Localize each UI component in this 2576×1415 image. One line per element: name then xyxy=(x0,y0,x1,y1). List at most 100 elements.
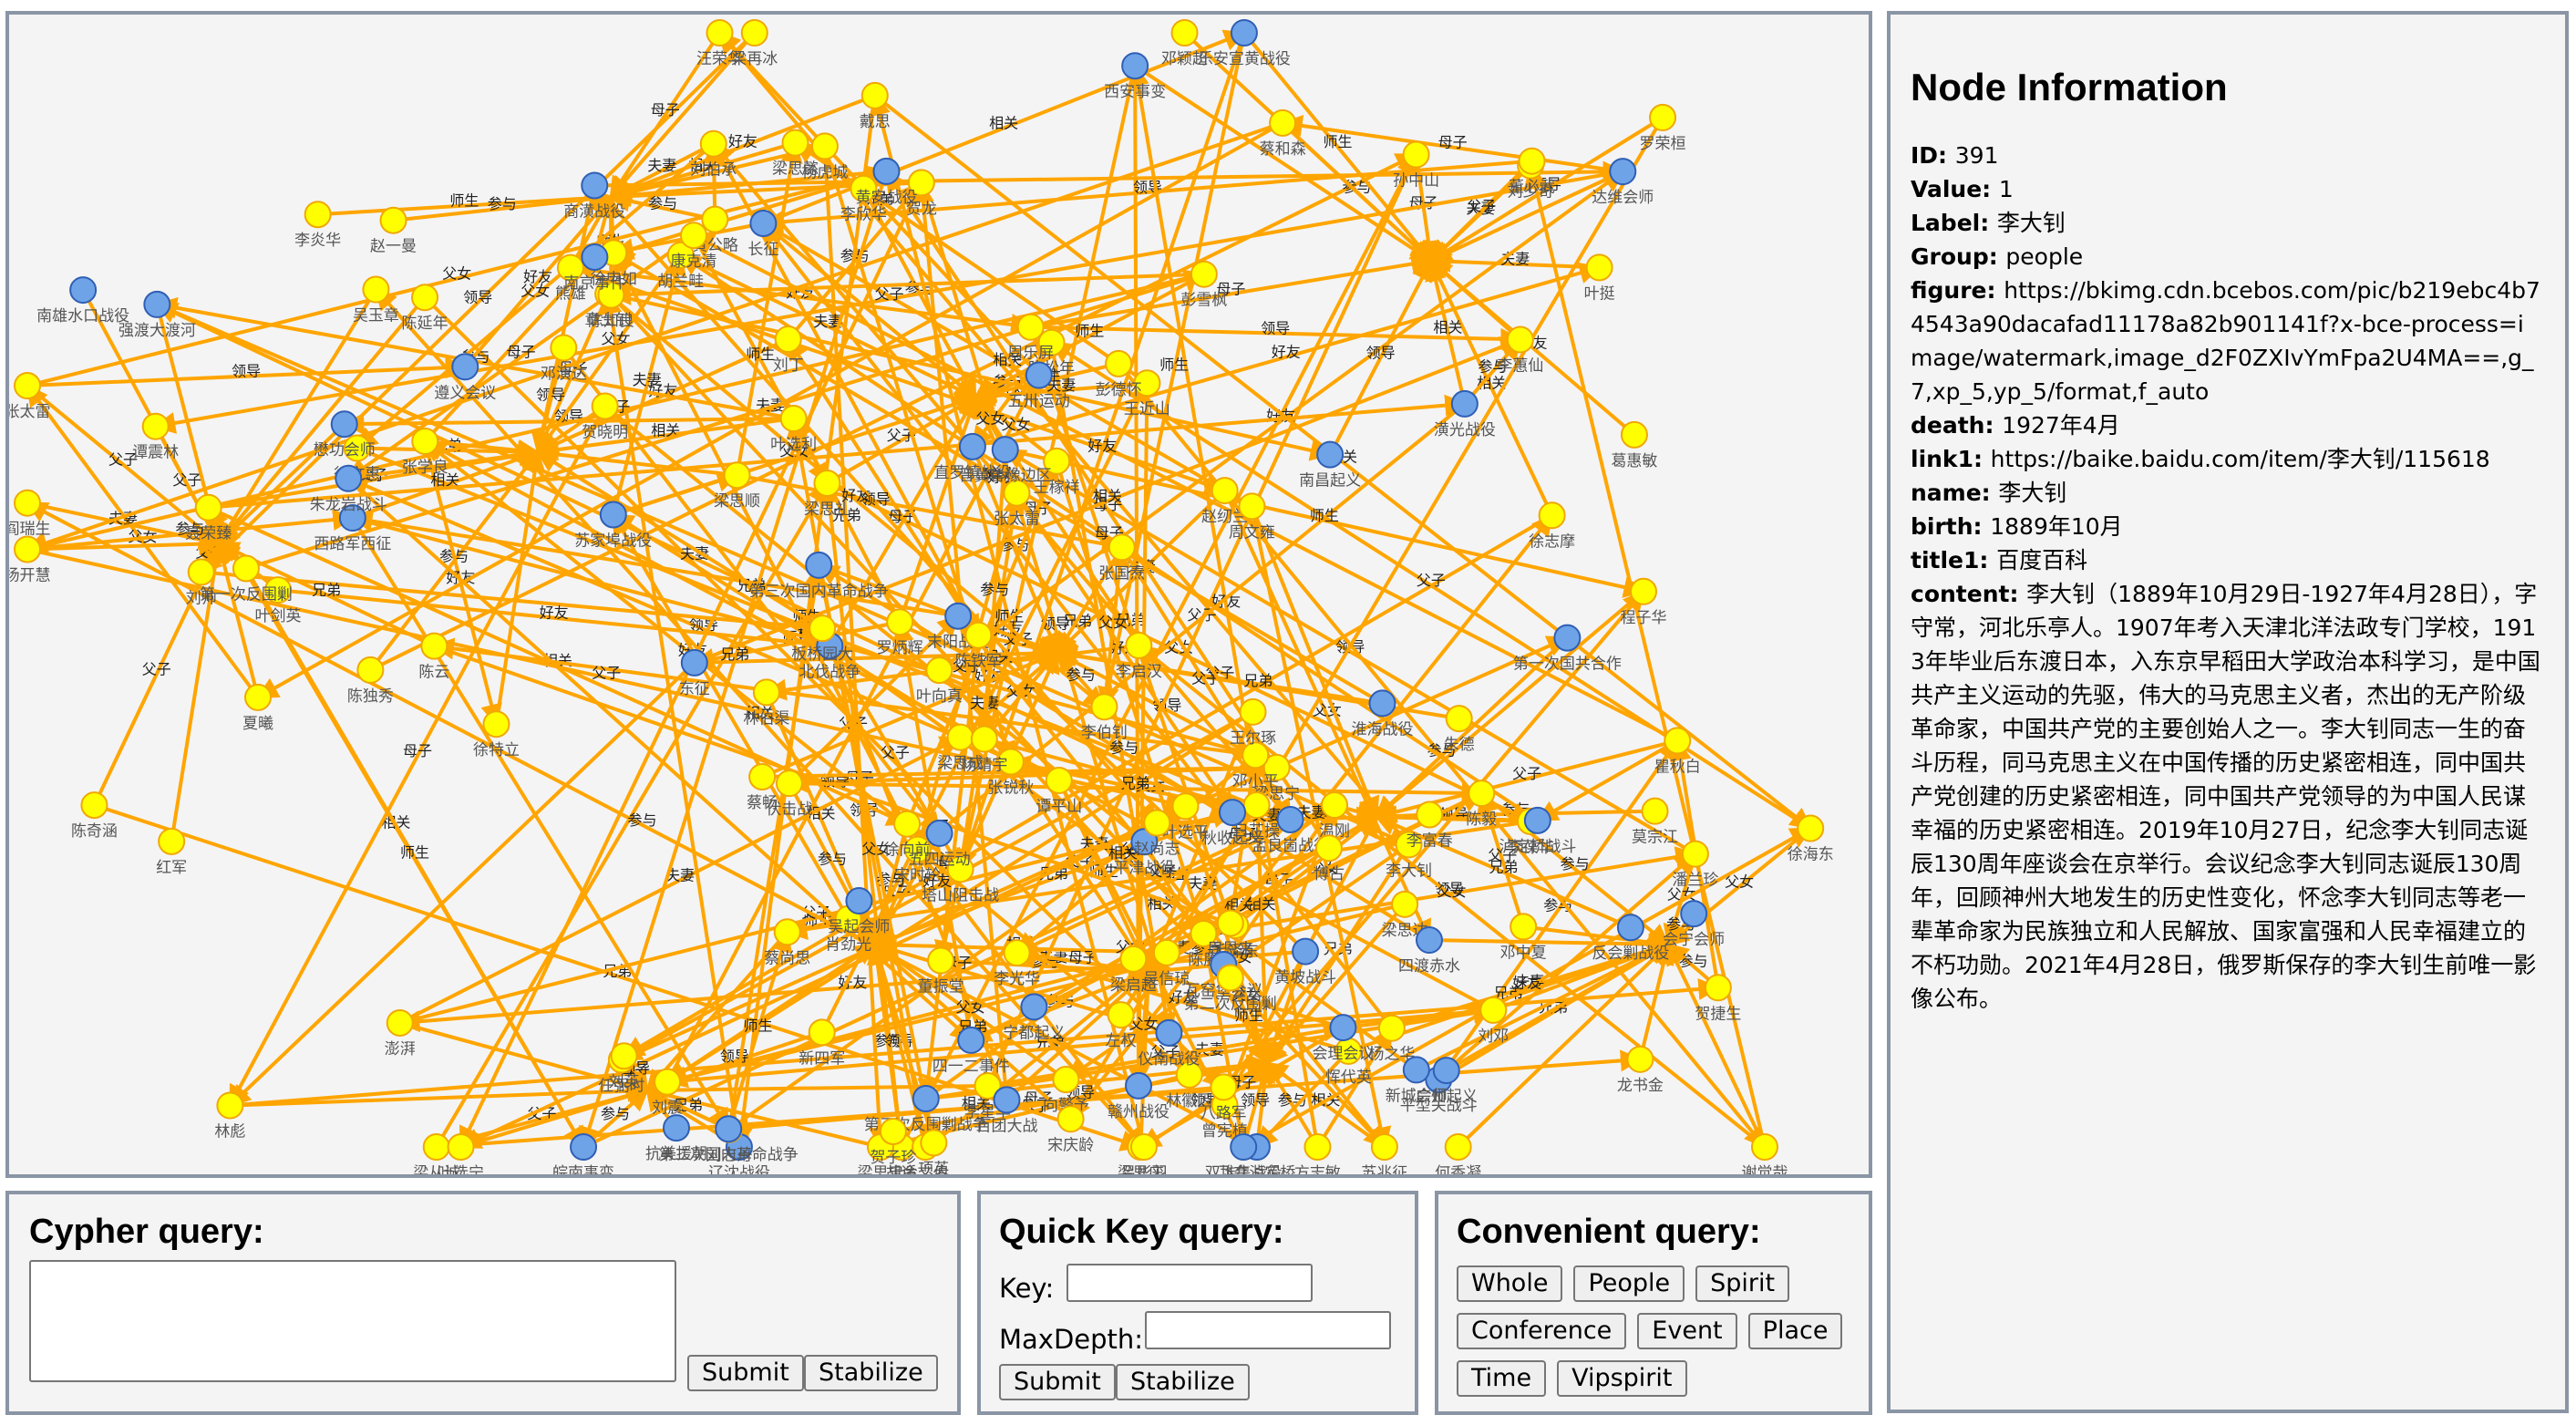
person-node[interactable]: 林伯渠 xyxy=(743,678,789,728)
node-circle[interactable] xyxy=(1230,1133,1258,1161)
person-node[interactable]: 李炎华 xyxy=(294,201,341,250)
event-node[interactable]: 第二次国内革命战争 xyxy=(659,1115,799,1164)
node-circle[interactable] xyxy=(845,887,873,915)
event-node[interactable]: 皖南事变 xyxy=(552,1133,614,1174)
event-node[interactable]: 百团大战 xyxy=(975,1086,1037,1135)
event-node[interactable]: 泸定桥战斗 xyxy=(1499,806,1576,856)
node-circle[interactable] xyxy=(958,432,986,460)
node-circle[interactable] xyxy=(379,206,407,234)
person-node[interactable]: 程子华 xyxy=(1621,577,1667,627)
node-circle[interactable] xyxy=(420,632,448,660)
node-circle[interactable] xyxy=(1242,741,1270,769)
person-node[interactable]: 恽代英 xyxy=(1325,1037,1372,1087)
person-node[interactable]: 潘兰珍 xyxy=(1672,840,1718,890)
node-circle[interactable] xyxy=(1415,926,1443,955)
person-node[interactable]: 澎湃 xyxy=(385,1008,416,1059)
node-circle[interactable] xyxy=(1585,253,1613,282)
node-circle[interactable] xyxy=(925,656,953,685)
cypher-query-textarea[interactable] xyxy=(29,1260,676,1382)
node-circle[interactable] xyxy=(1704,974,1732,1002)
node-circle[interactable] xyxy=(927,946,955,975)
node-circle[interactable] xyxy=(1616,914,1644,942)
query-spirit-button[interactable]: Spirit xyxy=(1695,1265,1790,1302)
node-circle[interactable] xyxy=(1538,501,1566,530)
node-circle[interactable] xyxy=(1620,420,1648,449)
person-node[interactable]: 苏兆征 xyxy=(1361,1133,1407,1174)
node-circle[interactable] xyxy=(907,169,935,197)
node-circle[interactable] xyxy=(1391,890,1419,918)
event-node[interactable]: 西路军西征 xyxy=(314,504,391,553)
person-node[interactable]: 张锐秋 xyxy=(987,748,1034,797)
person-node[interactable]: 叶选利 xyxy=(770,405,817,454)
person-node[interactable]: 戴思 xyxy=(860,81,891,131)
person-node[interactable]: 莫宗江 xyxy=(1632,797,1678,847)
node-circle[interactable] xyxy=(1377,1014,1406,1042)
node-circle[interactable] xyxy=(14,535,41,563)
event-node[interactable]: 南京事件 xyxy=(563,243,625,293)
person-node[interactable]: 宋庆龄 xyxy=(1047,1105,1094,1154)
person-node[interactable]: 李蕙仙 xyxy=(1497,325,1543,375)
person-node[interactable]: 赵一曼 xyxy=(370,206,417,256)
person-node[interactable]: 蔡和森 xyxy=(1260,108,1306,159)
person-node[interactable]: 贺晓明 xyxy=(582,392,628,441)
node-circle[interactable] xyxy=(1269,108,1297,137)
node-circle[interactable] xyxy=(740,19,768,46)
node-circle[interactable] xyxy=(1105,349,1133,377)
event-node[interactable]: 仪南战役 xyxy=(1138,1018,1200,1069)
person-node[interactable]: 赵尚志 xyxy=(1134,809,1180,859)
event-node[interactable]: 第一次国共合作 xyxy=(1513,624,1622,674)
node-circle[interactable] xyxy=(810,132,839,160)
node-circle[interactable] xyxy=(356,656,385,684)
key-input[interactable] xyxy=(1066,1264,1313,1302)
event-node[interactable]: 广州起义 xyxy=(1416,1057,1478,1106)
person-node[interactable]: 红军 xyxy=(156,827,187,877)
event-node[interactable]: 秋收起义 xyxy=(1201,799,1263,848)
person-node[interactable]: 彭德怀 xyxy=(1096,349,1142,399)
event-node[interactable]: 长征 xyxy=(747,209,778,259)
node-circle[interactable] xyxy=(550,334,578,362)
node-circle[interactable] xyxy=(1445,705,1473,733)
event-node[interactable]: 孟良崮战役 xyxy=(1252,805,1329,855)
person-node[interactable]: 彭雪枫 xyxy=(1180,260,1227,310)
person-node[interactable]: 叶选宁 xyxy=(438,1133,484,1174)
query-place-button[interactable]: Place xyxy=(1747,1313,1843,1349)
event-node[interactable]: 赣州战役 xyxy=(1108,1071,1170,1121)
node-circle[interactable] xyxy=(1609,158,1637,186)
node-circle[interactable] xyxy=(715,1115,743,1143)
node-circle[interactable] xyxy=(1171,792,1200,821)
event-node[interactable]: 五卅运动 xyxy=(1008,361,1070,411)
node-circle[interactable] xyxy=(597,281,625,309)
node-circle[interactable] xyxy=(886,608,914,636)
person-node[interactable]: 刘震 xyxy=(652,1068,683,1118)
node-circle[interactable] xyxy=(158,827,186,855)
person-node[interactable]: 林彪 xyxy=(214,1091,245,1141)
node-circle[interactable] xyxy=(1468,780,1496,808)
node-circle[interactable] xyxy=(1553,624,1582,652)
node-circle[interactable] xyxy=(1190,260,1218,288)
person-node[interactable]: 八路军 xyxy=(1200,1073,1247,1122)
node-circle[interactable] xyxy=(1045,766,1073,794)
event-node[interactable]: 商潢战役 xyxy=(563,171,625,221)
node-circle[interactable] xyxy=(749,209,778,237)
node-circle[interactable] xyxy=(666,241,695,269)
node-circle[interactable] xyxy=(451,353,479,381)
query-people-button[interactable]: People xyxy=(1573,1265,1685,1302)
node-circle[interactable] xyxy=(1090,693,1118,721)
node-circle[interactable] xyxy=(362,275,390,304)
node-circle[interactable] xyxy=(1133,369,1161,398)
event-node[interactable]: 双堆集战役 xyxy=(1205,1133,1283,1174)
node-circle[interactable] xyxy=(654,1068,682,1096)
query-time-button[interactable]: Time xyxy=(1457,1360,1547,1397)
node-circle[interactable] xyxy=(1303,1133,1332,1161)
cypher-submit-button[interactable]: Submit xyxy=(687,1355,804,1391)
person-node[interactable]: 夏曦 xyxy=(242,683,273,733)
event-node[interactable]: 第三次国内革命战争 xyxy=(749,551,889,601)
person-node[interactable]: 董振堂 xyxy=(918,946,964,997)
node-circle[interactable] xyxy=(1416,800,1444,829)
node-circle[interactable] xyxy=(591,392,619,420)
person-node[interactable]: 邓小平 xyxy=(1232,741,1279,790)
person-node[interactable]: 日芷操 xyxy=(1233,791,1280,841)
node-circle[interactable] xyxy=(1216,909,1244,937)
event-node[interactable]: 黄安战役 xyxy=(855,157,917,207)
query-event-button[interactable]: Event xyxy=(1637,1313,1737,1349)
